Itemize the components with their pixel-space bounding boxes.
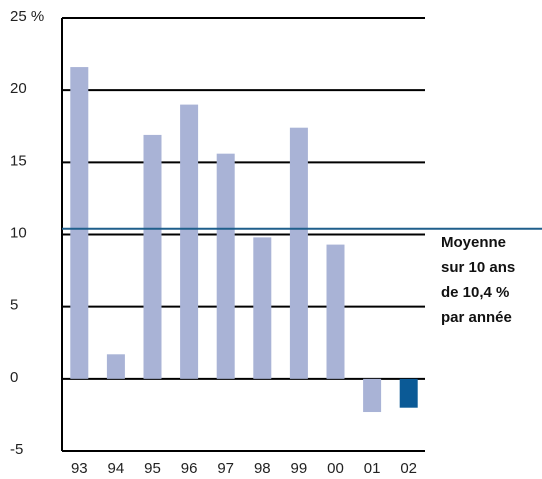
- x-tick-label: 97: [217, 460, 234, 477]
- bar: [180, 104, 199, 379]
- y-tick-label: 10: [10, 224, 27, 241]
- bar: [326, 244, 345, 379]
- x-tick-label: 96: [181, 460, 198, 477]
- bar: [399, 378, 418, 408]
- y-tick-label: 25 %: [10, 8, 44, 25]
- bar: [70, 67, 89, 379]
- y-tick-label: 20: [10, 80, 27, 97]
- bar: [216, 153, 235, 379]
- y-tick-label: 5: [10, 297, 18, 314]
- bar: [363, 378, 382, 413]
- average-note: de 10,4 %: [441, 284, 509, 301]
- y-tick-label: -5: [10, 441, 23, 458]
- bar: [143, 134, 162, 379]
- x-tick-label: 93: [71, 460, 88, 477]
- y-tick-label: 15: [10, 152, 27, 169]
- bar: [106, 354, 125, 379]
- bar: [253, 237, 272, 379]
- average-note: par année: [441, 309, 512, 326]
- bar: [289, 127, 308, 379]
- x-tick-label: 99: [291, 460, 308, 477]
- x-tick-label: 01: [364, 460, 381, 477]
- average-note: Moyenne: [441, 234, 506, 251]
- y-tick-label: 0: [10, 369, 18, 386]
- average-note: sur 10 ans: [441, 259, 515, 276]
- x-tick-label: 98: [254, 460, 271, 477]
- x-tick-label: 00: [327, 460, 344, 477]
- x-tick-label: 95: [144, 460, 161, 477]
- x-tick-label: 02: [400, 460, 417, 477]
- x-tick-label: 94: [108, 460, 125, 477]
